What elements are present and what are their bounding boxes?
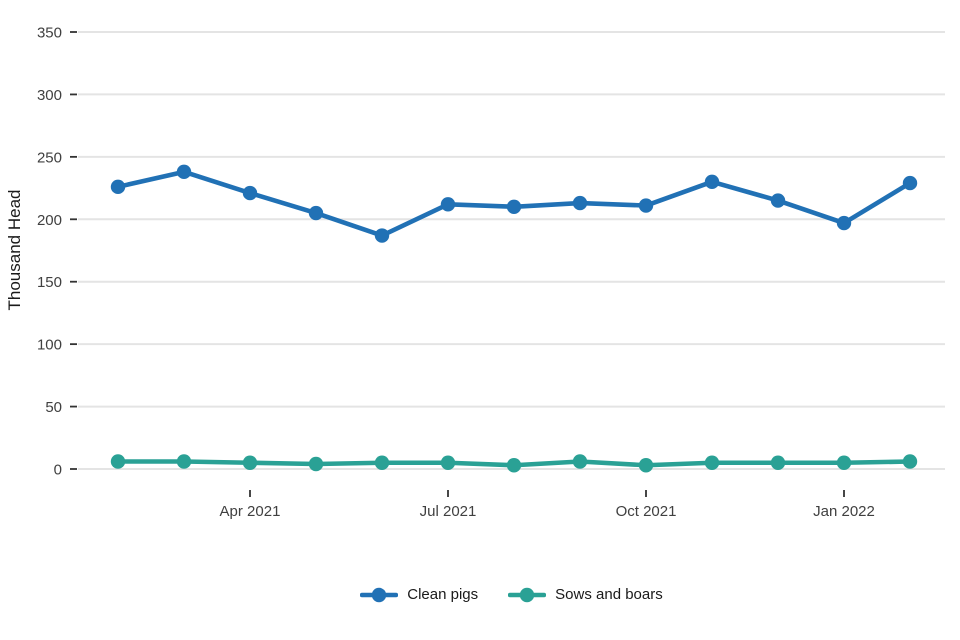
- data-point-clean-pigs-feb-2021: [110, 179, 126, 195]
- legend-key-clean-pigs: [360, 587, 399, 603]
- legend: Clean pigs Sows and boars: [78, 586, 945, 604]
- x-tick-label: Oct 2021: [616, 503, 677, 520]
- legend-item-clean-pigs: Clean pigs: [360, 586, 478, 604]
- y-tick-label: 100: [37, 337, 62, 354]
- legend-key-point: [519, 587, 535, 603]
- data-point-clean-pigs-jul-2021: [440, 197, 456, 212]
- data-point-clean-pigs-apr-2021: [242, 185, 258, 201]
- legend-label-clean-pigs: Clean pigs: [407, 585, 479, 603]
- data-point-sows-and-boars-aug-2021: [506, 458, 522, 473]
- y-tick-label: 150: [37, 274, 62, 291]
- data-point-sows-and-boars-may-2021: [308, 456, 324, 472]
- data-point-clean-pigs-jun-2021: [374, 228, 390, 243]
- grid-layer: [78, 31, 945, 470]
- y-tick-label: 200: [37, 212, 62, 229]
- y-axis-title: Thousand Head: [5, 190, 24, 311]
- data-point-clean-pigs-aug-2021: [506, 199, 522, 214]
- series-layer: [110, 164, 918, 473]
- data-point-clean-pigs-sep-2021: [572, 195, 588, 211]
- data-point-sows-and-boars-feb-2021: [110, 454, 126, 469]
- data-point-clean-pigs-dec-2021: [770, 193, 786, 208]
- y-tick-label: 250: [37, 149, 62, 166]
- y-tick-label: 300: [37, 87, 62, 104]
- data-point-sows-and-boars-jun-2021: [374, 455, 390, 470]
- data-point-clean-pigs-jan-2022: [836, 215, 852, 231]
- legend-item-sows-and-boars: Sows and boars: [508, 586, 663, 604]
- y-tick-label: 50: [45, 399, 62, 416]
- data-point-sows-and-boars-apr-2021: [242, 455, 258, 470]
- legend-key-sows-and-boars: [508, 587, 547, 603]
- y-tick-label: 0: [54, 462, 62, 479]
- data-point-clean-pigs-may-2021: [308, 205, 324, 221]
- legend-key-point: [372, 587, 387, 603]
- data-point-sows-and-boars-dec-2021: [770, 455, 786, 470]
- x-tick-label: Apr 2021: [220, 503, 281, 520]
- data-point-sows-and-boars-oct-2021: [638, 458, 654, 473]
- data-point-sows-and-boars-feb-2022: [902, 454, 918, 469]
- data-point-sows-and-boars-sep-2021: [572, 454, 588, 469]
- axis-layer: 0 50 100 150 200 250 300 350 Apr 2021 Jul 2021 Oct…: [37, 25, 875, 521]
- x-tick-label: Jan 2022: [813, 503, 875, 520]
- x-tick-label: Jul 2021: [420, 503, 477, 520]
- data-point-sows-and-boars-mar-2021: [176, 454, 192, 469]
- data-point-sows-and-boars-nov-2021: [704, 455, 720, 470]
- data-point-clean-pigs-nov-2021: [704, 174, 720, 190]
- legend-label-sows-and-boars: Sows and boars: [555, 585, 663, 603]
- data-point-sows-and-boars-jan-2022: [836, 455, 852, 470]
- y-tick-label: 350: [37, 25, 62, 42]
- data-point-clean-pigs-feb-2022: [902, 175, 918, 191]
- data-point-sows-and-boars-jul-2021: [440, 455, 456, 470]
- line-chart-canvas: 0 50 100 150 200 250 300 350 Apr 2021 Jul 2021 Oct…: [5, 25, 945, 521]
- data-point-clean-pigs-oct-2021: [638, 198, 654, 213]
- data-point-clean-pigs-mar-2021: [176, 164, 192, 180]
